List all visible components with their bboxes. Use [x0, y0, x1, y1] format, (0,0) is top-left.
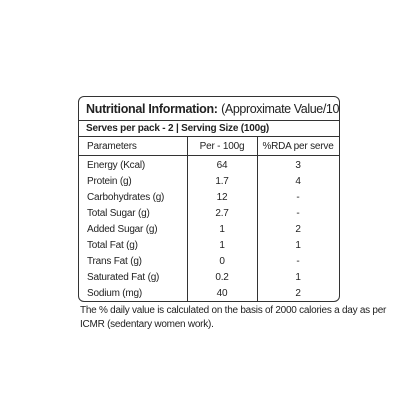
- nutrition-table: Nutritional Information: (Approximate Va…: [78, 96, 340, 302]
- parameter: Protein (g): [87, 176, 132, 187]
- title-row: Nutritional Information: (Approximate Va…: [79, 97, 339, 121]
- value: 2: [295, 288, 301, 299]
- value: 64: [216, 160, 228, 171]
- parameter: Saturated Fat (g): [87, 272, 160, 283]
- parameter: Trans Fat (g): [87, 256, 142, 267]
- value: 1: [219, 224, 225, 235]
- value: 3: [295, 160, 301, 171]
- column-divider: [257, 137, 258, 301]
- column-divider: [187, 137, 188, 301]
- value: 0.2: [215, 272, 229, 283]
- column-header: Per - 100g: [199, 141, 245, 152]
- value: 12: [216, 192, 228, 203]
- value: 40: [216, 288, 228, 299]
- value: -: [296, 208, 300, 219]
- column-header: %RDA per serve: [262, 141, 334, 152]
- footnote-line: ICMR (sedentary women work).: [80, 319, 214, 330]
- value: 1: [219, 240, 225, 251]
- column-header: Parameters: [87, 141, 137, 152]
- value: 1.7: [215, 176, 229, 187]
- parameter: Sodium (mg): [87, 288, 143, 299]
- value: -: [296, 192, 300, 203]
- value: 2.7: [215, 208, 229, 219]
- value: 1: [295, 272, 301, 283]
- value: 4: [295, 176, 301, 187]
- parameter: Energy (Kcal): [87, 160, 145, 171]
- serving-row: Serves per pack - 2 | Serving Size (100g…: [79, 121, 339, 137]
- value: 0: [219, 256, 225, 267]
- header-row: [79, 137, 339, 156]
- parameter: Added Sugar (g): [87, 224, 158, 235]
- value: 2: [295, 224, 301, 235]
- value: 1: [295, 240, 301, 251]
- value: -: [296, 256, 300, 267]
- footnote-line: The % daily value is calculated on the b…: [80, 305, 387, 316]
- parameter: Carbohydrates (g): [87, 192, 165, 203]
- parameter: Total Fat (g): [87, 240, 138, 251]
- footnote: The % daily value is calculated on the b…: [80, 304, 386, 332]
- subtitle: (Approximate Value/100g): [221, 102, 339, 116]
- parameter: Total Sugar (g): [87, 208, 150, 219]
- title: Nutritional Information:: [86, 102, 218, 116]
